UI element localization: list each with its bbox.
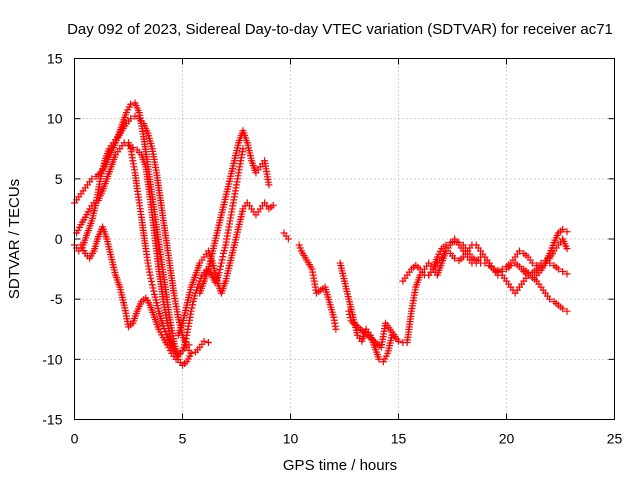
data-point — [332, 325, 340, 333]
data-point — [346, 314, 354, 322]
axis-ticks: 0 5 10 15 20 25 15 10 5 0 -5 -10 -15 — [42, 51, 622, 447]
data-point — [125, 139, 132, 147]
data-point — [442, 247, 450, 255]
x-tick-label: 5 — [179, 431, 187, 447]
data-point — [90, 199, 98, 207]
data-point — [127, 115, 135, 123]
data-point — [217, 259, 225, 267]
data-point — [269, 201, 277, 209]
data-point — [181, 338, 189, 346]
data-point — [563, 307, 571, 315]
data-point — [146, 271, 154, 279]
data-point — [219, 253, 227, 261]
data-point — [265, 181, 273, 189]
data-point — [150, 287, 158, 295]
data-point — [528, 259, 536, 267]
data-point — [217, 262, 225, 270]
x-tick-label: 25 — [607, 431, 623, 447]
y-tick-label: -10 — [42, 351, 62, 367]
data-point — [149, 284, 157, 292]
data-point — [455, 239, 463, 247]
data-point — [559, 267, 567, 275]
data-point — [131, 112, 139, 120]
x-tick-label: 10 — [283, 431, 299, 447]
data-point — [147, 274, 155, 282]
data-point — [148, 278, 156, 286]
data-point — [345, 307, 353, 315]
data-point — [127, 100, 135, 108]
data-point — [554, 265, 562, 273]
x-tick-label: 20 — [499, 431, 515, 447]
series-arc-d — [77, 223, 193, 363]
data-point — [88, 175, 96, 183]
y-tick-label: 15 — [47, 51, 63, 67]
data-point — [537, 261, 545, 269]
data-point — [126, 142, 134, 150]
data-point — [346, 310, 354, 318]
x-tick-label: 0 — [71, 431, 79, 447]
data-point — [498, 267, 506, 275]
data-point — [195, 280, 203, 288]
data-point — [239, 145, 247, 153]
data-point — [187, 349, 195, 357]
series-arc-e — [125, 139, 247, 359]
data-points — [71, 99, 571, 369]
data-point — [563, 270, 571, 278]
data-point — [284, 235, 292, 243]
y-tick-label: 5 — [55, 171, 63, 187]
data-point — [515, 247, 523, 255]
data-point — [563, 228, 571, 236]
grid — [74, 58, 615, 420]
x-tick-label: 15 — [391, 431, 407, 447]
data-point — [559, 225, 567, 233]
data-point — [180, 344, 188, 352]
data-point — [451, 237, 459, 245]
y-tick-label: -5 — [50, 291, 63, 307]
data-point — [218, 256, 226, 264]
data-point — [546, 295, 554, 303]
data-point — [162, 331, 170, 339]
y-axis-label: SDTVAR / TECUs — [6, 179, 23, 299]
data-point — [216, 265, 224, 273]
x-axis-label: GPS time / hours — [283, 457, 397, 474]
data-point — [148, 281, 156, 289]
y-tick-label: 0 — [55, 231, 63, 247]
data-point — [494, 269, 502, 277]
data-point — [296, 244, 304, 252]
data-point — [563, 245, 571, 253]
data-point — [446, 239, 454, 247]
series-arc-g — [196, 127, 273, 297]
data-point — [451, 254, 459, 262]
data-point — [168, 343, 176, 351]
data-point — [159, 322, 167, 330]
data-point — [215, 269, 223, 277]
data-point — [187, 307, 195, 315]
data-point — [507, 261, 515, 269]
data-point — [200, 337, 208, 345]
data-point — [182, 334, 190, 342]
data-point — [472, 257, 480, 265]
chart-title: Day 092 of 2023, Sidereal Day-to-day VTE… — [67, 21, 613, 38]
data-point — [204, 338, 212, 346]
data-point — [181, 341, 189, 349]
data-point — [194, 283, 202, 291]
data-point — [295, 241, 303, 249]
data-point — [395, 337, 402, 345]
data-point — [161, 328, 169, 336]
series-arc-h — [295, 241, 396, 366]
data-point — [559, 305, 567, 313]
data-point — [524, 271, 532, 279]
data-point — [179, 347, 186, 355]
data-point — [197, 274, 205, 282]
series-arc-c — [73, 139, 180, 357]
y-tick-label: 10 — [47, 111, 63, 127]
series-arc-l — [425, 235, 571, 279]
data-point — [160, 325, 168, 333]
series-arc-f — [174, 199, 277, 339]
data-point — [193, 286, 201, 294]
y-tick-label: -15 — [42, 412, 62, 428]
data-point — [442, 241, 450, 249]
series-arc-b — [71, 99, 195, 369]
